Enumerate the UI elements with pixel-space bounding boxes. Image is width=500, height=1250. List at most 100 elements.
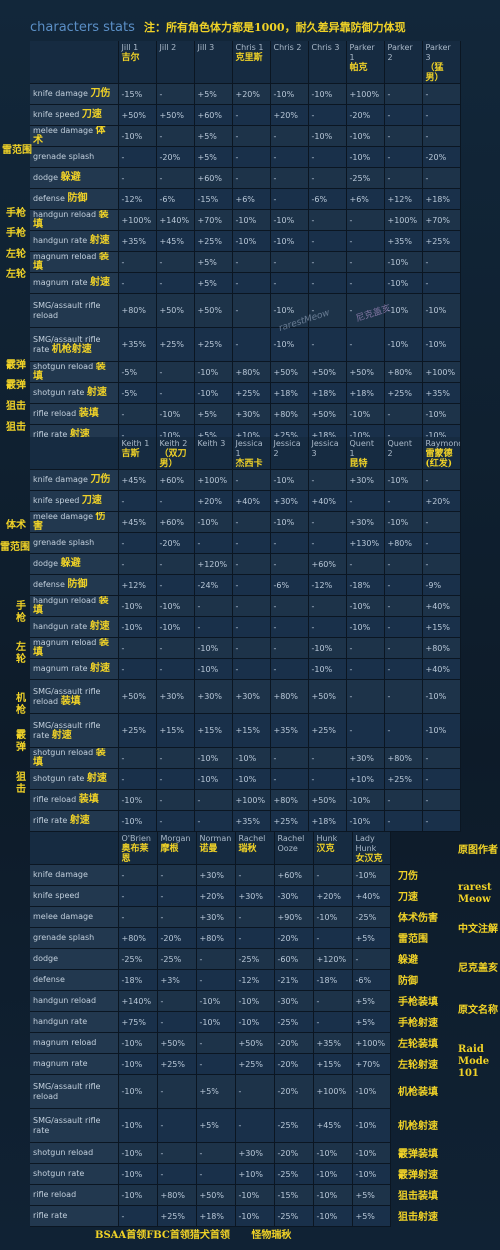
row-label: grenade splash [30, 146, 119, 168]
column-header-zh: 吉尔 [121, 53, 140, 63]
stat-cell: +40% [352, 885, 391, 907]
side-label: 霰弹 [6, 360, 26, 371]
stat-cell: +25% [194, 230, 233, 252]
stat-cell: +30% [235, 885, 275, 907]
row-label-en: rifle rate [33, 816, 68, 825]
stat-cell: -15% [194, 188, 233, 210]
stat-cell: -10% [194, 361, 233, 383]
stat-cell: - [422, 553, 461, 575]
side-label: 霰弹 [16, 730, 26, 753]
column-header-zh: 吉斯 [121, 449, 140, 459]
stat-cell: - [422, 511, 461, 533]
stat-cell: - [232, 167, 271, 189]
stat-cell: +30% [346, 747, 385, 769]
stat-cell: +35% [118, 230, 157, 252]
stat-cell: -10% [384, 469, 423, 491]
table-row: grenade splash +80% -20% +80% - -20% - +5% [30, 927, 391, 949]
stat-cell: +50% [156, 104, 195, 126]
stat-cell: -25% [274, 1011, 314, 1033]
stat-cell: +60% [156, 469, 195, 491]
stat-cell: +40% [422, 658, 461, 680]
stat-cell: -25% [274, 1108, 314, 1143]
row-label: SMG/assault rifle rate 射速 [30, 713, 119, 748]
stat-cell: - [235, 1074, 275, 1109]
column-header: Norman 诺曼 [196, 832, 236, 865]
stat-cell: -10% [196, 990, 236, 1012]
column-header-en: Chris 3 [311, 43, 340, 52]
column-header-en: Keith 3 [197, 439, 226, 448]
row-label: rifle reload 装填 [30, 403, 119, 425]
column-header: Hunk 汉克 [313, 832, 353, 865]
column-header-en: Hunk [316, 834, 338, 843]
column-header: Parker 3 （猛男） [422, 41, 461, 84]
stat-cell: +50% [196, 1184, 236, 1206]
stat-cell: +15% [156, 713, 195, 748]
row-label: melee damage 体术 [30, 125, 119, 147]
stat-cell: -10% [384, 293, 423, 328]
stat-cell: +50% [118, 104, 157, 126]
column-header-en: Rachel [238, 834, 266, 843]
column-header-en: Keith 1 [121, 439, 150, 448]
stat-cell: - [156, 251, 195, 273]
row-label-en: rifle reload [33, 409, 77, 418]
stat-cell: - [232, 637, 271, 659]
stat-cell: - [384, 125, 423, 147]
side-label: 手枪 [16, 601, 26, 624]
stat-cell: +18% [346, 382, 385, 404]
row-label-en: melee damage [33, 126, 93, 135]
footer-text: BSAA首领FBC首领猎犬首领 [95, 1230, 230, 1241]
row-label-en: SMG/assault rifle reload [33, 300, 101, 320]
row-label-zh: 装填 [33, 637, 109, 658]
table-row: handgun reload 装填 +100% +140% +70% -10% -10% -… [30, 209, 461, 231]
stat-cell: -10% [194, 382, 233, 404]
stat-cell: - [232, 532, 271, 554]
stat-cell: - [384, 616, 423, 638]
row-label-en: magnum rate [33, 1059, 88, 1068]
row-label-zh: 射速 [90, 277, 111, 288]
column-header-zh: 女汉克 [355, 854, 383, 864]
stat-cell: -20% [156, 146, 195, 168]
stat-cell: -20% [156, 532, 195, 554]
stat-cell: - [346, 553, 385, 575]
row-label-zh: 装填 [33, 361, 106, 382]
stat-cell: +35% [232, 810, 271, 832]
stat-cell: -10% [422, 293, 461, 328]
column-header-en: Chris 2 [273, 43, 302, 52]
row-label-en: dodge [33, 559, 59, 568]
stat-cell: -20% [274, 1142, 314, 1164]
row-label: shotgun reload 装填 [30, 361, 119, 383]
stat-cell: -10% [270, 469, 309, 491]
stat-cell: -12% [308, 574, 347, 596]
stat-cell: +45% [118, 469, 157, 491]
stat-cell: -10% [352, 864, 391, 886]
stat-cell: +35% [313, 1032, 353, 1054]
side-label: 狙击 [16, 772, 26, 795]
stat-cell: -10% [270, 83, 309, 105]
side-label: 左轮 [6, 269, 26, 280]
table-row: knife damage 刀伤 +45% +60% +100% - -10% - +30% -1… [30, 469, 461, 491]
row-label: dodge [30, 948, 119, 970]
stat-cell: - [384, 679, 423, 714]
row-label: knife damage 刀伤 [30, 83, 119, 105]
stat-cell: - [422, 768, 461, 790]
stat-cell: - [384, 490, 423, 512]
stat-cell: -6% [270, 574, 309, 596]
right-note: 中文注解 [458, 924, 498, 935]
stat-cell: -10% [118, 595, 157, 617]
stat-cell: - [232, 595, 271, 617]
stat-cell: - [235, 927, 275, 949]
stat-cell: +25% [194, 327, 233, 362]
row-label-en: magnum rate [33, 664, 88, 673]
row-label-zh: 装填 [78, 408, 99, 419]
stat-cell: - [270, 167, 309, 189]
stat-cell: - [118, 885, 158, 907]
stat-cell: -10% [194, 637, 233, 659]
stat-cell: +80% [232, 361, 271, 383]
stat-cell: - [235, 1108, 275, 1143]
table-row: dodge 躲避 - - +120% - - +60% - - - [30, 553, 461, 575]
stat-cell: - [422, 810, 461, 832]
stat-cell: +5% [352, 1205, 391, 1227]
stat-cell: - [308, 747, 347, 769]
stat-cell: - [157, 990, 197, 1012]
row-label: magnum reload [30, 1032, 119, 1054]
